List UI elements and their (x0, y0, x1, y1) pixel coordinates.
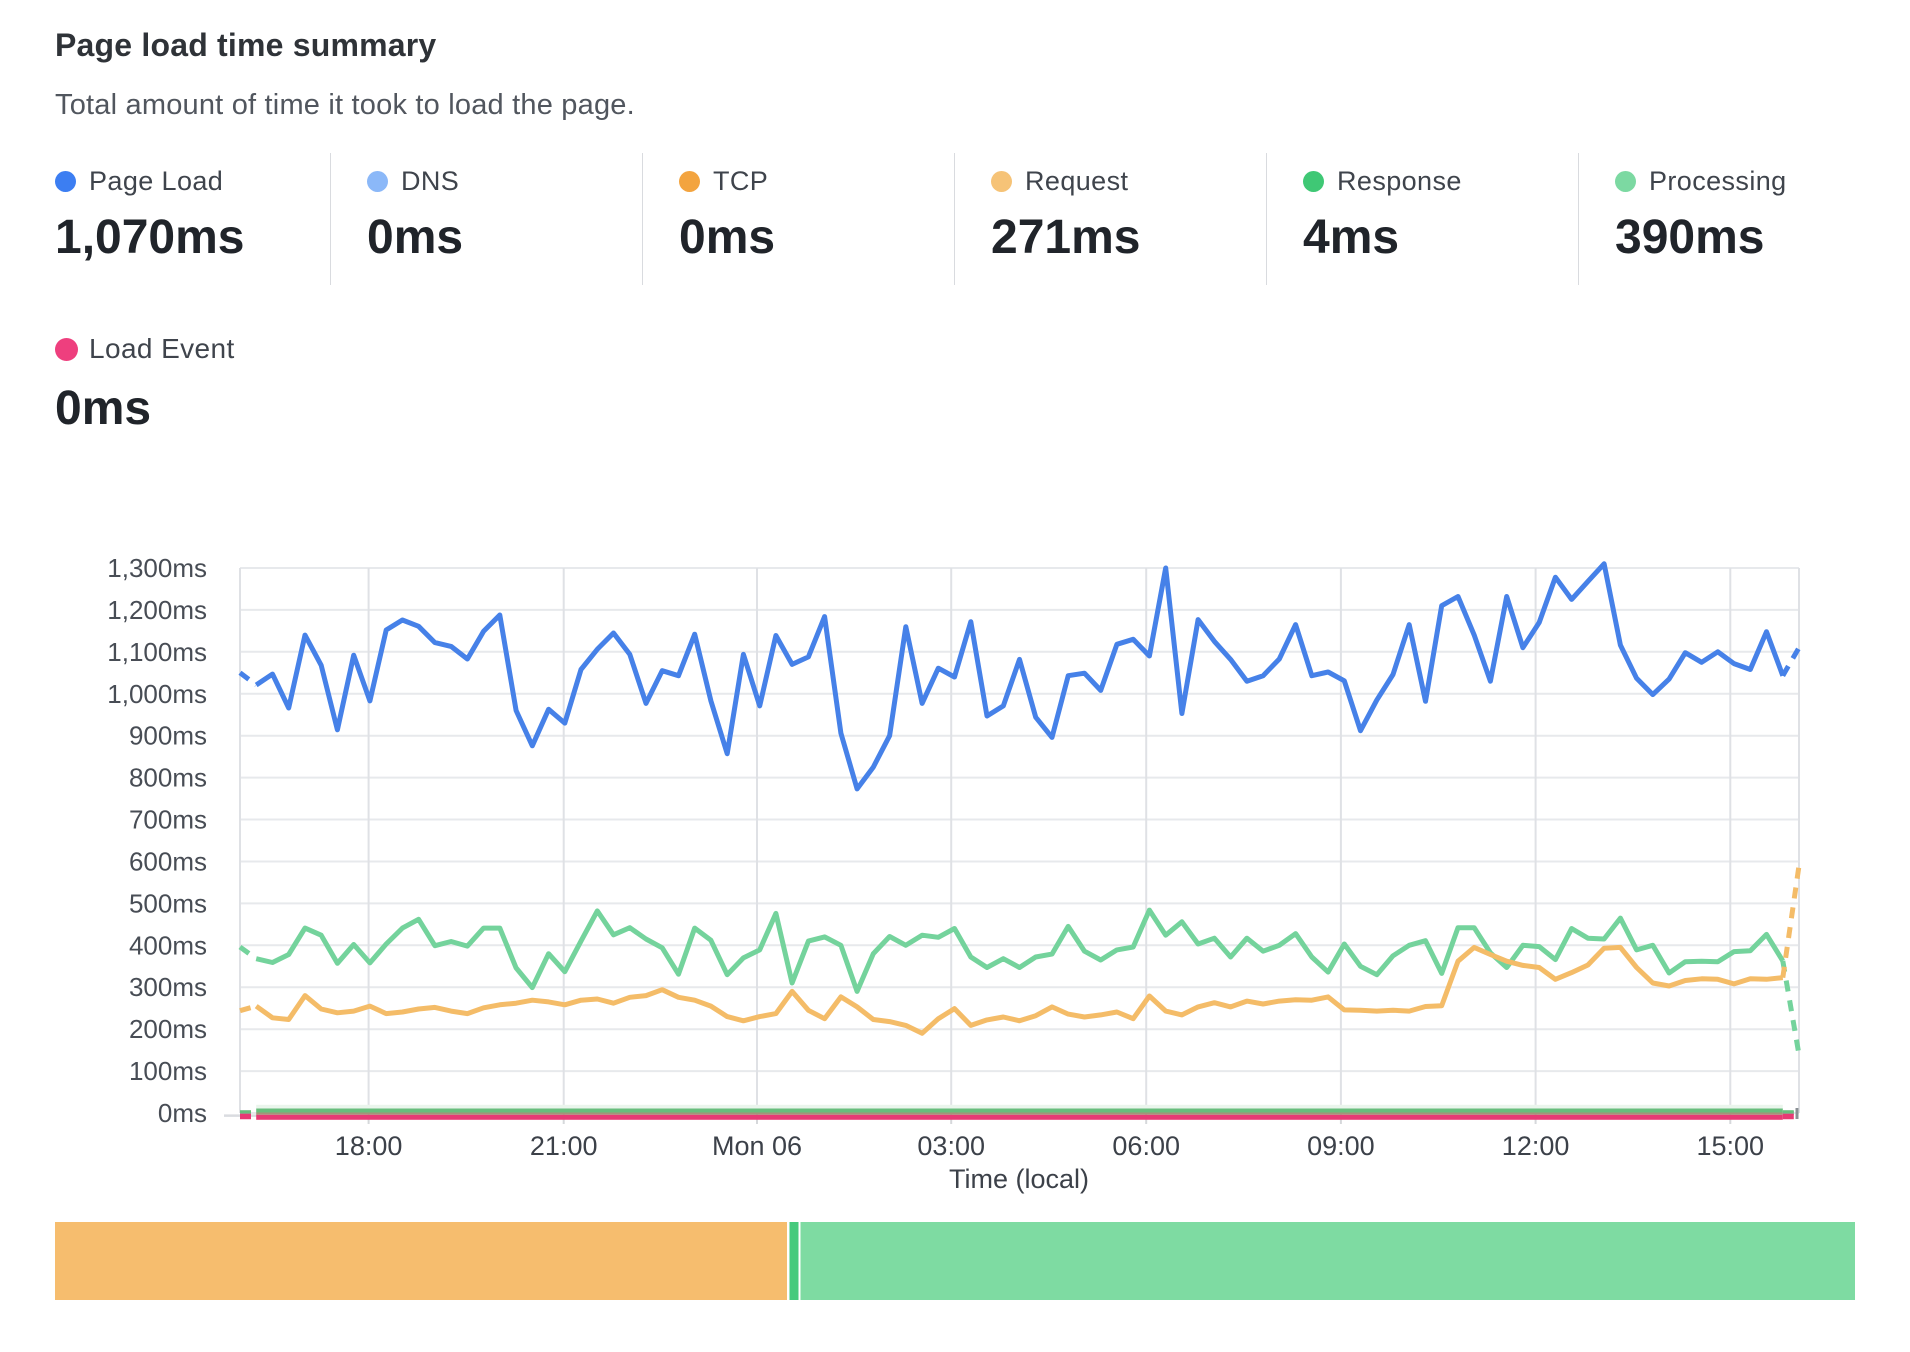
svg-text:Time (local): Time (local) (949, 1164, 1089, 1194)
svg-text:06:00: 06:00 (1112, 1131, 1180, 1161)
svg-text:900ms: 900ms (129, 721, 207, 751)
svg-text:Mon 06: Mon 06 (712, 1131, 802, 1161)
svg-text:200ms: 200ms (129, 1014, 207, 1044)
svg-text:800ms: 800ms (129, 763, 207, 793)
svg-text:12:00: 12:00 (1502, 1131, 1570, 1161)
svg-text:1,000ms: 1,000ms (107, 679, 207, 709)
svg-text:400ms: 400ms (129, 930, 207, 960)
svg-text:18:00: 18:00 (335, 1131, 403, 1161)
svg-text:500ms: 500ms (129, 888, 207, 918)
svg-text:09:00: 09:00 (1307, 1131, 1375, 1161)
svg-text:100ms: 100ms (129, 1056, 207, 1086)
svg-text:600ms: 600ms (129, 847, 207, 877)
svg-text:700ms: 700ms (129, 805, 207, 835)
svg-text:21:00: 21:00 (530, 1131, 598, 1161)
svg-text:300ms: 300ms (129, 972, 207, 1002)
svg-text:1,300ms: 1,300ms (107, 553, 207, 583)
svg-text:1,200ms: 1,200ms (107, 595, 207, 625)
svg-text:1,100ms: 1,100ms (107, 637, 207, 667)
svg-text:03:00: 03:00 (917, 1131, 985, 1161)
svg-text:15:00: 15:00 (1697, 1131, 1765, 1161)
svg-text:0ms: 0ms (158, 1098, 207, 1128)
